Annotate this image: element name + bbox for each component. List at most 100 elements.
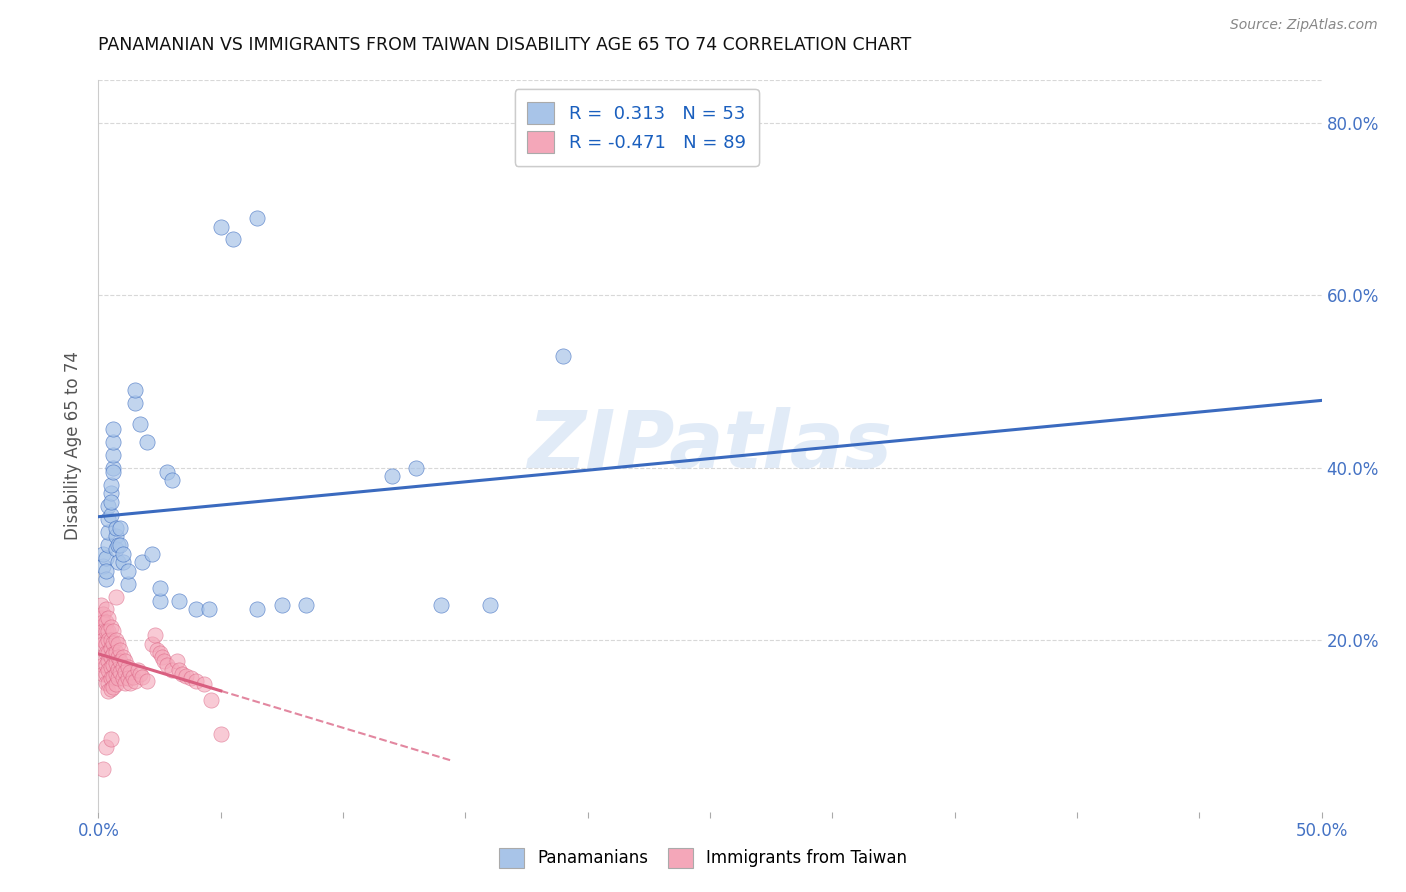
Point <box>111 555 134 569</box>
Point <box>104 529 127 543</box>
Point <box>104 632 127 647</box>
Point <box>110 643 132 657</box>
Point <box>295 598 318 612</box>
Point <box>101 647 124 661</box>
Point <box>94 667 117 681</box>
Point <box>156 658 179 673</box>
Point <box>94 615 117 630</box>
Point <box>107 555 129 569</box>
Point <box>91 559 114 574</box>
Point <box>100 671 122 685</box>
Point <box>160 474 183 488</box>
Point <box>111 649 134 664</box>
Point <box>101 670 124 684</box>
Point <box>110 521 132 535</box>
Point <box>91 667 114 681</box>
Point <box>94 573 117 587</box>
Point <box>176 669 198 683</box>
Point <box>94 675 117 690</box>
Point <box>110 665 132 680</box>
Point <box>117 660 139 674</box>
Point <box>107 637 129 651</box>
Point <box>97 654 120 668</box>
Point <box>114 665 136 680</box>
Point <box>120 665 142 680</box>
Point <box>91 624 114 638</box>
Point <box>124 673 146 688</box>
Point <box>97 684 120 698</box>
Point <box>90 611 112 625</box>
Point <box>104 656 127 670</box>
Point <box>101 434 124 449</box>
Point <box>246 602 269 616</box>
Point <box>156 465 179 479</box>
Point <box>97 524 120 539</box>
Point <box>186 673 208 688</box>
Point <box>101 448 124 462</box>
Point <box>97 611 120 625</box>
Point <box>160 663 183 677</box>
Point <box>97 500 120 514</box>
Point <box>149 646 172 660</box>
Point <box>430 598 453 612</box>
Point <box>91 615 114 630</box>
Point <box>180 671 202 685</box>
Point <box>246 211 269 225</box>
Point <box>94 550 117 565</box>
Legend: R =  0.313   N = 53, R = -0.471   N = 89: R = 0.313 N = 53, R = -0.471 N = 89 <box>515 89 759 166</box>
Point <box>107 671 129 685</box>
Point <box>101 460 124 475</box>
Point <box>107 538 129 552</box>
Point <box>136 434 159 449</box>
Point <box>94 624 117 638</box>
Point <box>91 762 114 776</box>
Point <box>200 693 222 707</box>
Point <box>94 740 117 755</box>
Point <box>121 670 143 684</box>
Point <box>97 512 120 526</box>
Point <box>97 632 120 647</box>
Point <box>143 628 166 642</box>
Point <box>101 465 124 479</box>
Point <box>114 654 136 668</box>
Point <box>100 508 122 522</box>
Point <box>97 663 120 677</box>
Point <box>110 538 132 552</box>
Point <box>101 624 124 638</box>
Point <box>107 649 129 664</box>
Point <box>114 675 136 690</box>
Point <box>209 219 232 234</box>
Text: ZIPatlas: ZIPatlas <box>527 407 893 485</box>
Point <box>146 643 169 657</box>
Point <box>129 667 152 681</box>
Point <box>104 645 127 659</box>
Point <box>94 637 117 651</box>
Point <box>97 675 120 690</box>
Point <box>104 677 127 691</box>
Point <box>141 637 163 651</box>
Point <box>91 649 114 664</box>
Point <box>100 632 122 647</box>
Point <box>100 681 122 696</box>
Legend: Panamanians, Immigrants from Taiwan: Panamanians, Immigrants from Taiwan <box>492 841 914 875</box>
Point <box>91 607 114 621</box>
Point <box>97 538 120 552</box>
Point <box>100 641 122 656</box>
Point <box>111 671 134 685</box>
Point <box>101 680 124 694</box>
Point <box>149 594 172 608</box>
Point <box>478 598 501 612</box>
Point <box>166 654 188 668</box>
Point <box>97 646 120 660</box>
Point <box>101 658 124 673</box>
Point <box>170 667 193 681</box>
Point <box>149 581 172 595</box>
Point <box>110 654 132 668</box>
Point <box>90 598 112 612</box>
Point <box>94 646 117 660</box>
Point <box>193 677 215 691</box>
Y-axis label: Disability Age 65 to 74: Disability Age 65 to 74 <box>65 351 83 541</box>
Point <box>124 396 146 410</box>
Point <box>117 671 139 685</box>
Point <box>104 667 127 681</box>
